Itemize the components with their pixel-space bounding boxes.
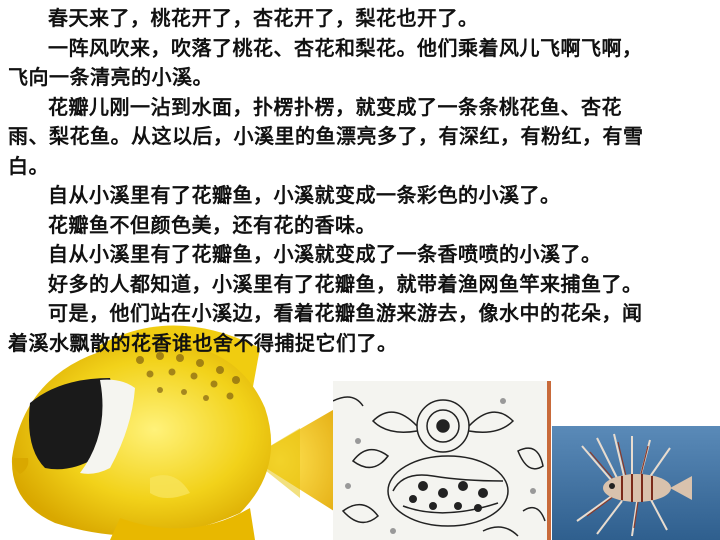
paragraph-8: 可是，他们站在小溪边，看着花瓣鱼游来游去，像水中的花朵，闻着溪水飘散的花香谁也舍… [8, 301, 643, 355]
paragraph-4: 自从小溪里有了花瓣鱼，小溪就变成一条彩色的小溪了。 [48, 183, 561, 207]
paragraph-3: 花瓣儿刚一沾到水面，扑楞扑楞，就变成了一条条桃花鱼、杏花雨、梨花鱼。从这以后，小… [8, 94, 644, 178]
fish-line-drawing-image [333, 381, 551, 540]
paragraph-5: 花瓣鱼不但颜色美，还有花的香味。 [48, 212, 376, 237]
paragraph-2: 一阵风吹来，吹落了桃花、杏花和梨花。他们乘着风儿飞啊飞啊，飞向一条清亮的小溪。 [8, 35, 643, 90]
paragraph-1: 春天来了，桃花开了，杏花开了，梨花也开了。 [48, 6, 479, 30]
lionfish-image [552, 426, 720, 540]
paragraph-6: 自从小溪里有了花瓣鱼，小溪就变成了一条香喷喷的小溪了。 [48, 242, 602, 266]
butterflyfish-image [11, 325, 350, 540]
story-text: 春天来了，桃花开了，杏花开了，梨花也开了。 一阵风吹来，吹落了桃花、杏花和梨花。… [8, 4, 658, 358]
paragraph-7: 好多的人都知道，小溪里有了花瓣鱼，就带着渔网鱼竿来捕鱼了。 [48, 271, 643, 296]
